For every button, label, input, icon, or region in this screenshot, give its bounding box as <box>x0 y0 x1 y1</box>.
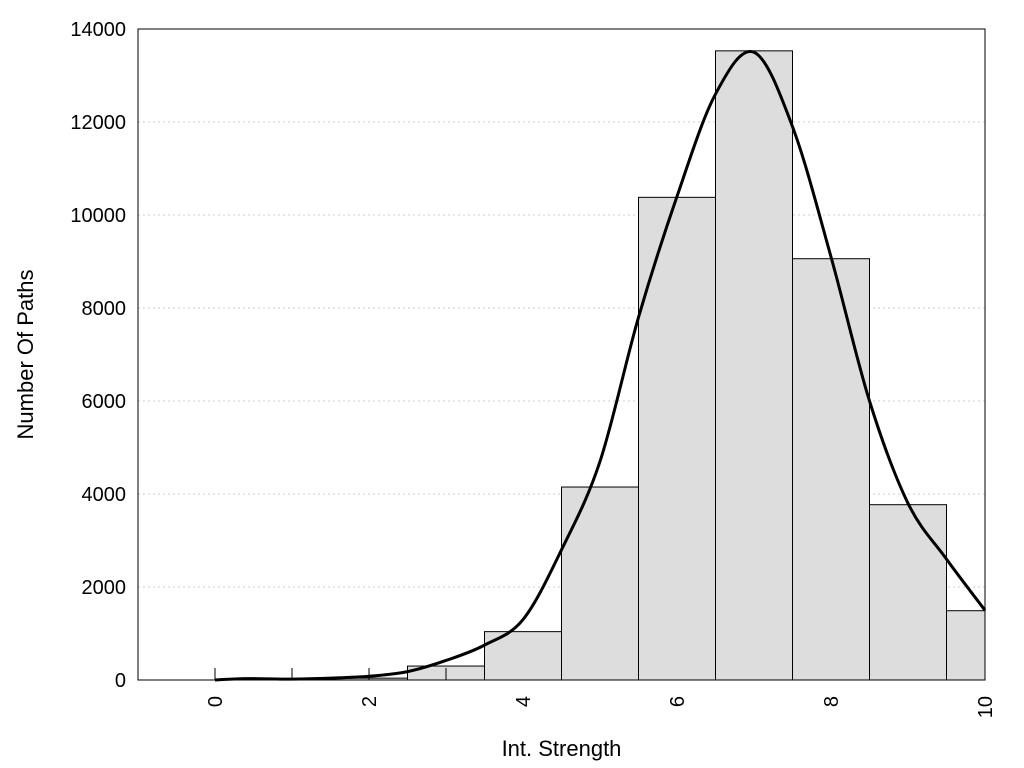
x-tick-label: 8 <box>821 696 843 707</box>
histogram-bar <box>869 504 947 681</box>
histogram-bar <box>561 486 639 681</box>
histogram-bar <box>638 196 716 681</box>
density-curve-layer <box>214 49 987 682</box>
x-axis-label: Int. Strength <box>502 736 622 761</box>
density-curve <box>214 49 987 682</box>
y-tick-label: 6000 <box>82 391 127 413</box>
y-tick-label: 12000 <box>70 112 126 134</box>
histogram-bars <box>253 50 986 681</box>
plot-frame <box>137 28 986 681</box>
x-tick-label: 2 <box>359 696 381 707</box>
y-tick-label: 0 <box>115 670 126 692</box>
y-tick-label: 8000 <box>82 298 127 320</box>
y-axis: 0 2000 4000 6000 8000 10000 12000 14000 <box>70 19 126 692</box>
y-tick-label: 2000 <box>82 577 127 599</box>
y-tick-label: 4000 <box>82 484 127 506</box>
x-axis: 0 2 4 6 8 10 <box>205 668 997 718</box>
y-tick-label: 10000 <box>70 205 126 227</box>
histogram-bar <box>946 610 986 681</box>
x-tick-label: 0 <box>205 696 227 707</box>
histogram-bar <box>792 258 870 681</box>
x-tick-label: 4 <box>513 696 535 707</box>
x-tick-label: 10 <box>975 696 997 718</box>
y-tick-label: 14000 <box>70 19 126 41</box>
y-axis-label: Number Of Paths <box>13 270 38 440</box>
histogram-bar <box>715 50 793 681</box>
x-tick-label: 6 <box>667 696 689 707</box>
